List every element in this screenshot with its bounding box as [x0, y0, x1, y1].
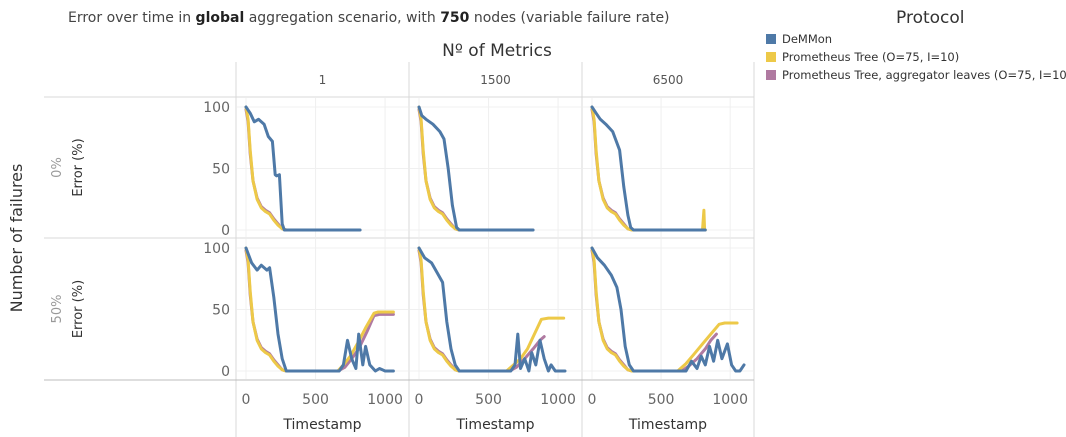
row-header: Number of failures — [7, 164, 26, 313]
legend-title: Protocol — [896, 8, 965, 28]
x-tick-label: 1000 — [712, 392, 748, 408]
x-tick-label: 500 — [302, 392, 329, 408]
series-line-prometheus-tree-o-75-i-10-50pct-1500 — [417, 246, 566, 373]
y-tick-label: 50 — [212, 162, 230, 178]
column-header: Nº of Metrics — [442, 41, 552, 61]
series-line-prometheus-tree-o-75-i-10-0pct-6500 — [590, 105, 707, 232]
legend-item-prometheus-tree[interactable]: Prometheus Tree (O=75, I=10) — [766, 50, 959, 64]
y-tick-label: 100 — [203, 100, 230, 116]
y-tick-label: 100 — [203, 241, 230, 257]
x-axis-label: Timestamp — [455, 417, 534, 433]
x-tick-label: 1000 — [540, 392, 576, 408]
series-line-prometheus-tree-o-75-i-10-0pct-1500 — [417, 105, 470, 232]
y-tick-label: 0 — [221, 223, 230, 239]
row-label-0pct: 0% — [50, 157, 65, 178]
x-tick-label: 0 — [242, 392, 251, 408]
legend-swatch-prometheus-aggregator-leaves — [766, 70, 776, 80]
x-tick-label: 1000 — [367, 392, 403, 408]
x-tick-label: 0 — [588, 392, 597, 408]
x-axis-label: Timestamp — [282, 417, 361, 433]
legend-label-prometheus-aggregator-leaves: Prometheus Tree, aggregator leaves (O=75… — [782, 68, 1066, 82]
column-label-6500: 6500 — [653, 73, 684, 87]
y-tick-label: 0 — [221, 364, 230, 380]
series-line-demmon-0pct-1 — [244, 105, 362, 232]
title-middle: aggregation scenario, with — [244, 10, 441, 26]
series-line-prometheus-tree-o-75-i-10-50pct-1 — [244, 246, 395, 373]
y-axis-label: Error (%) — [71, 138, 86, 196]
series-line-demmon-50pct-1 — [244, 246, 395, 373]
series-line-demmon-0pct-1500 — [417, 105, 535, 232]
legend-swatch-demmon — [766, 34, 776, 44]
series-line-prometheus-tree-o-75-i-10-50pct-6500 — [590, 246, 739, 373]
row-label-50pct: 50% — [50, 295, 65, 324]
legend-swatch-prometheus-tree — [766, 52, 776, 62]
x-tick-label: 500 — [475, 392, 502, 408]
title-prefix: Error over time in — [68, 10, 196, 26]
title-suffix: nodes (variable failure rate) — [469, 10, 670, 26]
x-axis-label: Timestamp — [628, 417, 707, 433]
legend-label-demmon: DeMMon — [782, 32, 833, 46]
y-tick-label: 50 — [212, 303, 230, 319]
column-label-1500: 1500 — [480, 73, 511, 87]
title-bold-nodes: 750 — [440, 10, 470, 26]
legend-label-prometheus-tree: Prometheus Tree (O=75, I=10) — [782, 50, 960, 64]
chart-title: Error over time in global aggregation sc… — [68, 10, 670, 26]
title-bold-global: global — [195, 10, 245, 26]
column-label-1: 1 — [319, 73, 327, 87]
legend-item-prometheus-aggregator-leaves[interactable]: Prometheus Tree, aggregator leaves (O=75… — [766, 68, 1066, 82]
x-tick-label: 500 — [648, 392, 675, 408]
y-axis-label: Error (%) — [71, 280, 86, 338]
series-line-prometheus-tree-o-75-i-10-0pct-1 — [244, 105, 297, 232]
series-line-demmon-50pct-1500 — [417, 246, 567, 373]
legend-item-demmon[interactable]: DeMMon — [766, 32, 832, 46]
series-line-demmon-0pct-6500 — [590, 105, 707, 232]
series-line-demmon-50pct-6500 — [590, 246, 746, 373]
x-tick-label: 0 — [415, 392, 424, 408]
